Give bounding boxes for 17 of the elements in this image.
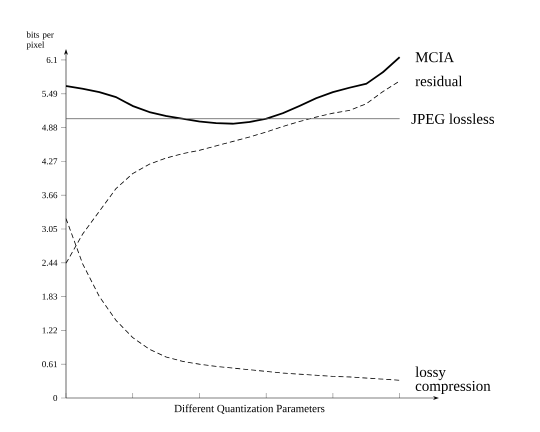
y-tick-label: 4.88 [42,124,58,131]
series-label: lossy compression [415,366,490,394]
y-tick-label: 3.05 [42,226,58,232]
y-tick-label: 6.1 [46,56,57,64]
y-tick-label: 5.49 [42,90,58,97]
y-axis-title: bits per pixel [26,31,54,50]
series-label: MCIA [416,52,454,62]
x-axis-title: Different Quantization Parameters [174,404,324,414]
y-tick-label: 4.27 [42,158,58,164]
y-tick-label: 1.22 [42,327,57,334]
ref-line-label: JPEG lossless [411,113,494,124]
y-tick-label: 0.61 [42,361,57,368]
y-tick-label: 0 [53,394,58,402]
series-label: residual [415,76,462,86]
y-tick-label: 1.83 [42,294,58,300]
y-tick-label: 2.44 [42,260,58,266]
y-tick-label: 3.66 [42,192,58,198]
